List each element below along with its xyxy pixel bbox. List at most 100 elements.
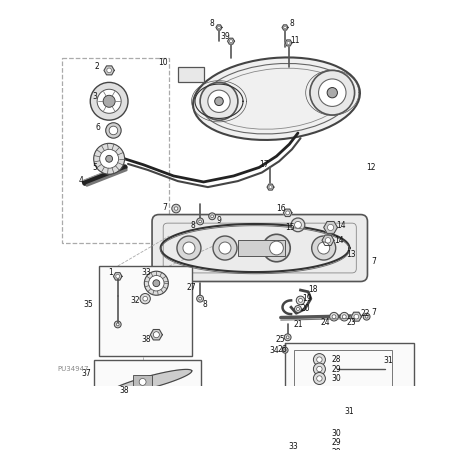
Circle shape (284, 349, 286, 351)
Text: 5: 5 (92, 163, 97, 172)
Text: 8: 8 (191, 221, 196, 230)
Text: 13: 13 (346, 250, 356, 259)
Circle shape (301, 438, 309, 446)
Circle shape (116, 274, 120, 278)
Polygon shape (228, 38, 234, 44)
Text: 11: 11 (291, 36, 300, 45)
Bar (62, 58, 169, 243)
Circle shape (314, 447, 324, 450)
Circle shape (144, 271, 168, 295)
Circle shape (294, 221, 302, 228)
Circle shape (313, 373, 325, 384)
Circle shape (291, 218, 305, 232)
Text: 32: 32 (130, 296, 140, 305)
Text: 38: 38 (141, 334, 151, 343)
Circle shape (317, 441, 322, 445)
Polygon shape (216, 25, 222, 30)
Circle shape (294, 306, 302, 312)
Polygon shape (113, 273, 122, 280)
Circle shape (219, 242, 231, 254)
Circle shape (286, 336, 289, 339)
Circle shape (284, 26, 287, 29)
FancyBboxPatch shape (152, 215, 368, 282)
Circle shape (313, 363, 325, 375)
Circle shape (319, 79, 346, 106)
Text: 8: 8 (289, 18, 294, 27)
Polygon shape (282, 25, 288, 30)
Circle shape (199, 297, 202, 300)
Text: 10: 10 (158, 58, 168, 67)
Circle shape (90, 82, 128, 120)
Circle shape (330, 312, 338, 321)
Circle shape (318, 242, 330, 254)
Polygon shape (322, 235, 334, 246)
Circle shape (200, 82, 238, 120)
Circle shape (270, 241, 284, 255)
Polygon shape (150, 329, 162, 340)
Bar (99, 266, 192, 356)
Text: 34: 34 (270, 346, 279, 355)
Text: 29: 29 (332, 438, 342, 447)
Text: 22: 22 (360, 309, 369, 318)
Bar (238, 240, 285, 256)
Circle shape (230, 40, 233, 43)
Text: 14: 14 (334, 236, 344, 245)
Circle shape (197, 295, 203, 302)
Text: 9: 9 (216, 216, 221, 225)
Circle shape (327, 88, 338, 98)
Circle shape (100, 149, 119, 168)
Polygon shape (267, 184, 274, 190)
Circle shape (97, 89, 121, 113)
Text: 16: 16 (276, 204, 286, 213)
Text: 30: 30 (332, 374, 342, 383)
Circle shape (328, 225, 333, 230)
Circle shape (103, 95, 115, 107)
Bar (294, 350, 392, 393)
Polygon shape (109, 369, 192, 395)
Text: 3: 3 (92, 92, 97, 101)
Bar (285, 343, 414, 450)
Circle shape (308, 396, 339, 427)
Text: 24: 24 (320, 318, 330, 327)
Polygon shape (284, 209, 292, 216)
Circle shape (153, 332, 159, 338)
Circle shape (297, 307, 300, 310)
Circle shape (153, 280, 160, 287)
Circle shape (310, 70, 355, 115)
Polygon shape (351, 312, 361, 321)
Text: PU34947: PU34947 (57, 366, 89, 372)
Circle shape (209, 213, 216, 220)
Circle shape (282, 347, 288, 353)
Circle shape (263, 234, 290, 262)
Circle shape (314, 428, 324, 439)
Circle shape (269, 185, 272, 189)
Circle shape (365, 315, 368, 318)
Circle shape (153, 332, 159, 338)
Polygon shape (104, 66, 114, 75)
Circle shape (213, 236, 237, 260)
Bar (94, 360, 201, 403)
Circle shape (314, 402, 333, 421)
Circle shape (287, 41, 290, 45)
Circle shape (325, 238, 331, 243)
Polygon shape (324, 221, 338, 234)
Text: 33: 33 (289, 442, 298, 450)
Text: 7: 7 (371, 308, 376, 317)
Text: 7: 7 (371, 257, 376, 266)
Circle shape (317, 357, 322, 362)
Text: 27: 27 (187, 283, 196, 292)
Text: 14: 14 (336, 221, 346, 230)
Circle shape (143, 297, 148, 301)
Circle shape (215, 97, 223, 106)
Text: 26: 26 (278, 345, 287, 354)
Text: 23: 23 (346, 318, 356, 327)
Text: 8: 8 (203, 300, 207, 309)
Circle shape (317, 431, 322, 436)
Text: 21: 21 (293, 320, 303, 329)
Text: 18: 18 (309, 285, 318, 294)
Circle shape (286, 211, 290, 215)
Circle shape (106, 123, 121, 138)
Circle shape (299, 298, 302, 302)
Circle shape (117, 323, 119, 326)
Text: 28: 28 (332, 448, 341, 450)
